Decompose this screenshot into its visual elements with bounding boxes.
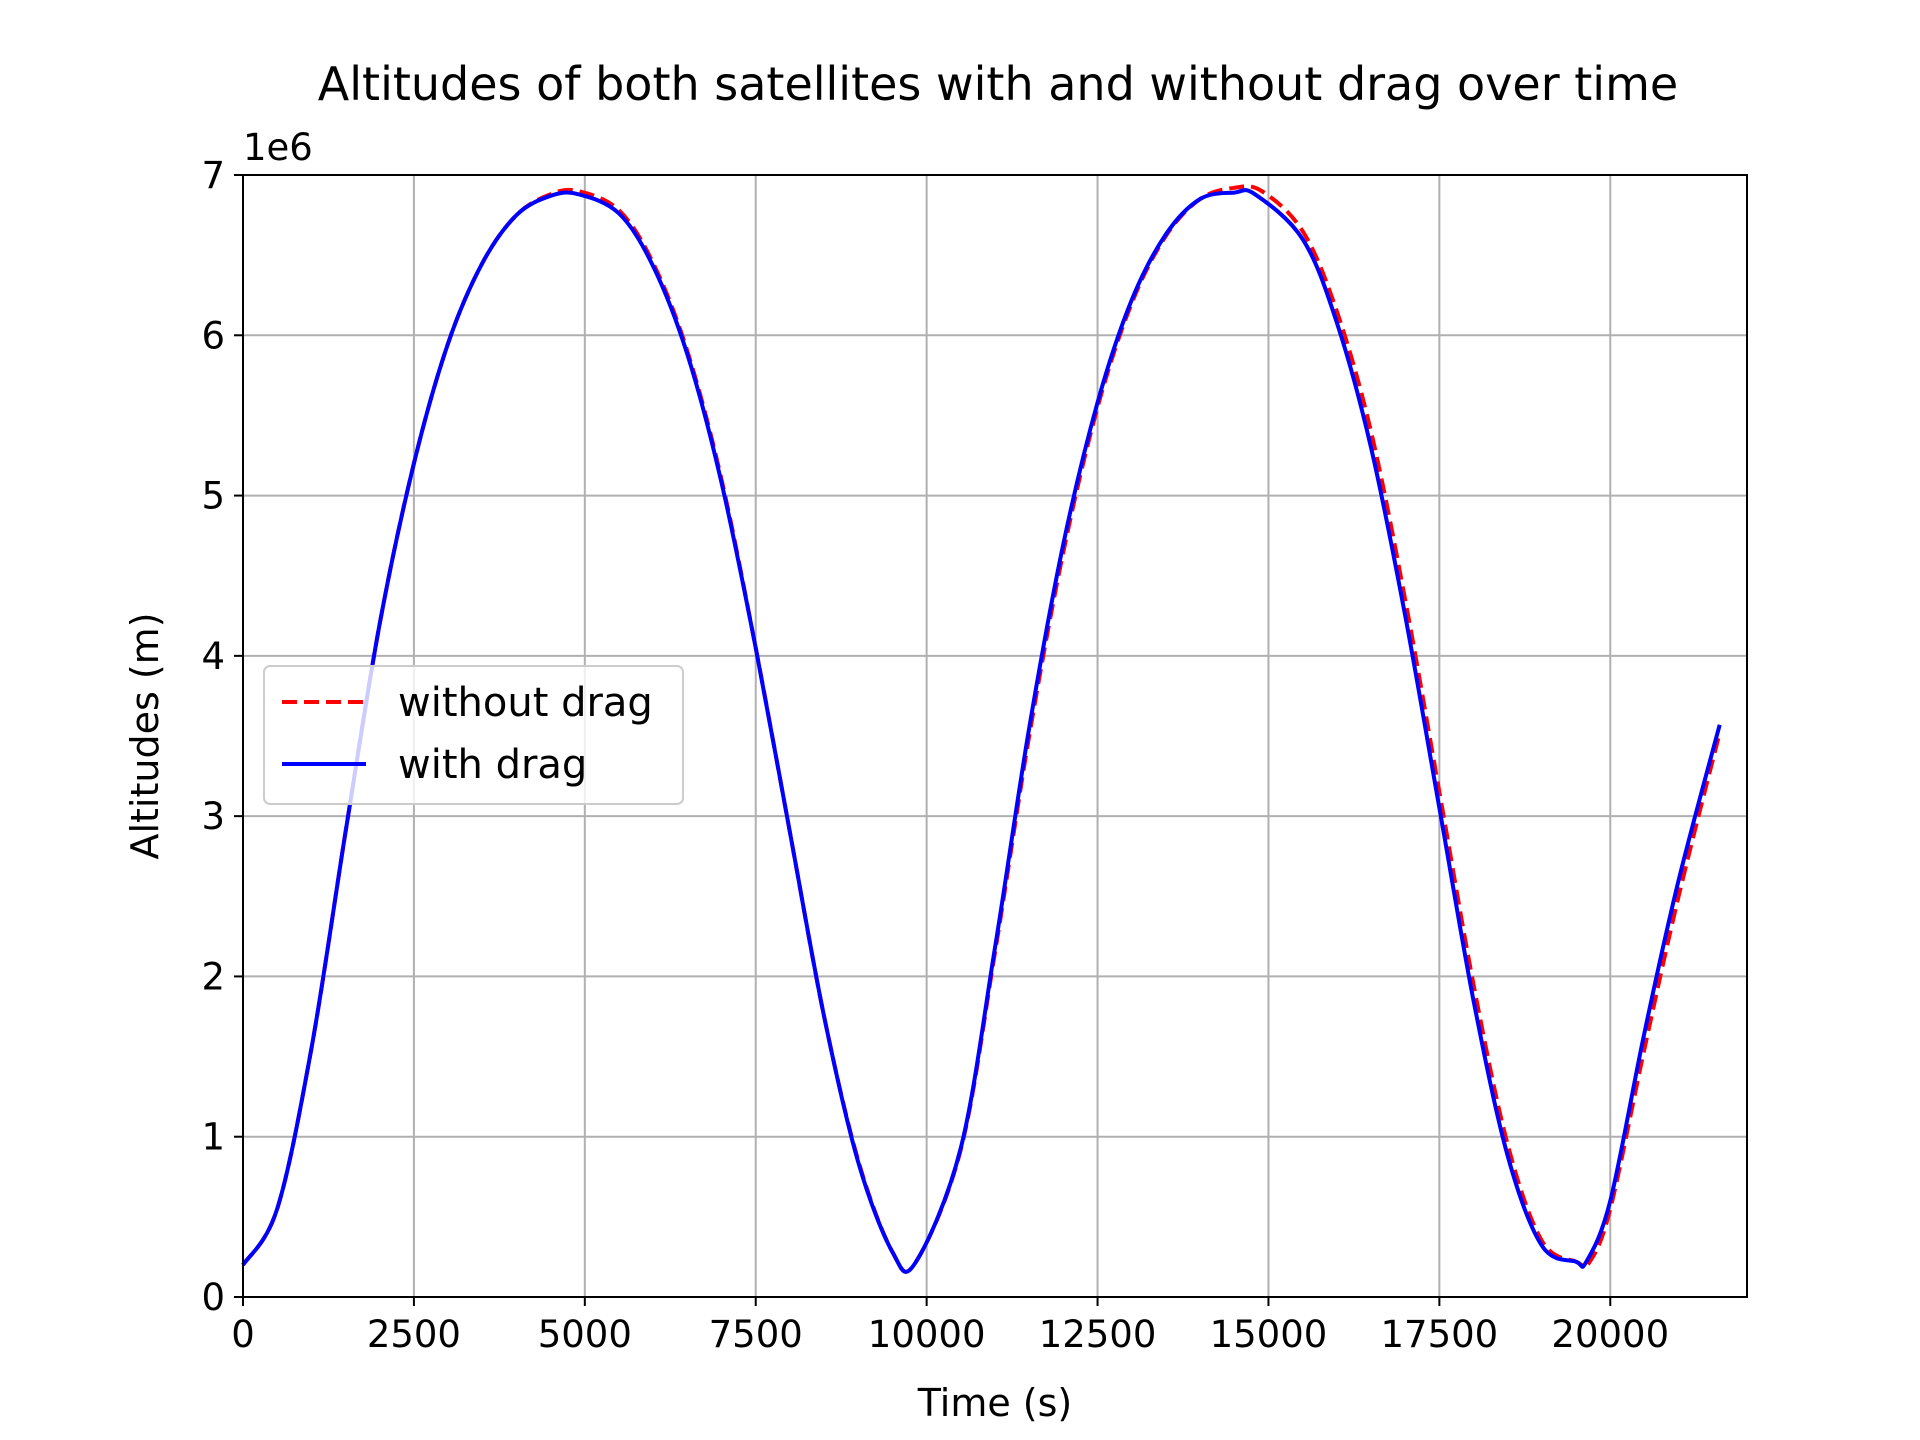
legend-label-without-drag: without drag: [398, 680, 653, 726]
plot-frame: [242, 174, 1748, 1298]
x-axis-ticks: 0 2500 5000 7500 10000 12500 15000 17500 20000: [231, 1297, 1669, 1356]
x-tick-label: 2500: [367, 1313, 461, 1356]
y-offset-label: 1e6: [243, 126, 313, 169]
y-tick-label: 2: [201, 955, 225, 998]
x-tick-label: 10000: [868, 1313, 986, 1356]
x-tick-label: 15000: [1210, 1313, 1328, 1356]
x-tick-label: 7500: [709, 1313, 803, 1356]
x-tick-label: 12500: [1039, 1313, 1157, 1356]
y-tick-label: 4: [201, 635, 225, 678]
x-tick-label: 0: [231, 1313, 255, 1356]
legend-label-with-drag: with drag: [398, 742, 587, 788]
x-axis-label: Time (s): [917, 1381, 1073, 1425]
x-tick-label: 17500: [1381, 1313, 1499, 1356]
legend: without drag with drag: [263, 665, 684, 805]
y-tick-label: 5: [201, 475, 225, 518]
chart-title: Altitudes of both satellites with and wi…: [318, 57, 1678, 111]
data-series: [241, 184, 1722, 1274]
y-tick-label: 1: [201, 1116, 225, 1159]
legend-box: [263, 665, 684, 805]
y-tick-label: 7: [201, 154, 225, 197]
series-line-with-drag: [241, 188, 1722, 1274]
x-tick-label: 5000: [538, 1313, 632, 1356]
x-tick-label: 20000: [1551, 1313, 1669, 1356]
y-tick-label: 3: [201, 795, 225, 838]
y-tick-label: 6: [201, 314, 225, 357]
y-axis-ticks: 0 1 2 3 4 5 6 7: [201, 154, 243, 1319]
y-axis-label: Altitudes (m): [123, 612, 167, 859]
y-tick-label: 0: [201, 1276, 225, 1319]
